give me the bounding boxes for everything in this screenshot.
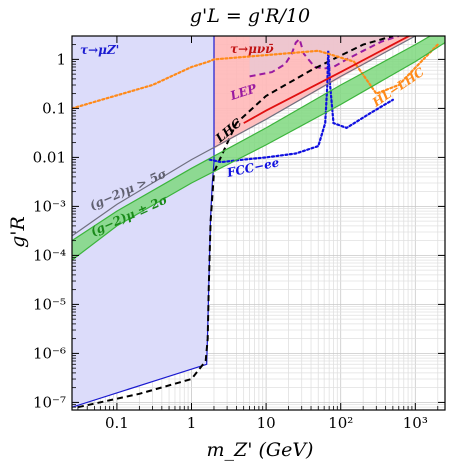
exclusion-regions [72, 36, 445, 408]
curve-9 [243, 36, 411, 124]
x-tick-label: 10² [328, 414, 353, 432]
band-g2-2sigma [72, 36, 445, 261]
annot-tau-mu-nunu: τ→μνν̄ [230, 42, 274, 56]
curve-8 [72, 36, 417, 237]
y-tick-label: 10⁻³ [33, 197, 66, 215]
curve-3 [77, 36, 394, 409]
y-tick-label: 10⁻⁵ [33, 295, 66, 313]
y-tick-label: 1 [56, 50, 66, 68]
y-tick-label: 0.1 [42, 99, 66, 117]
constraint-curves [72, 36, 445, 409]
x-tick-label: 10³ [403, 414, 428, 432]
region-tau-mu-z [72, 36, 214, 408]
annot-tau-mu-z: τ→μZ' [80, 43, 119, 57]
y-tick-label: 10⁻⁶ [33, 344, 66, 362]
curve-2 [249, 36, 400, 78]
curve-6 [72, 36, 432, 242]
chart-title-text: g'L = g'R/10 [190, 5, 310, 27]
chart-title: g'L = g'R/10 [190, 5, 310, 27]
curve-4 [208, 50, 394, 164]
y-tick-label: 0.01 [33, 148, 66, 166]
axis-ticks: 0.1 1 10 10² 10³ 10⁻⁷ 10⁻⁶ 10⁻⁵ 10⁻⁴ 10⁻³ 0.01 0.1 1 [33, 35, 445, 432]
y-axis-title: g'R [7, 216, 29, 248]
y-tick-label: 10⁻⁷ [33, 393, 66, 411]
x-tick-label: 10 [257, 414, 276, 432]
x-axis-title: m_Z' (GeV) [207, 439, 314, 461]
curve-5 [72, 43, 439, 110]
x-tick-label: 1 [187, 414, 197, 432]
x-tick-label: 0.1 [105, 414, 129, 432]
curve-7 [72, 42, 445, 261]
y-tick-label: 10⁻⁴ [33, 246, 66, 264]
